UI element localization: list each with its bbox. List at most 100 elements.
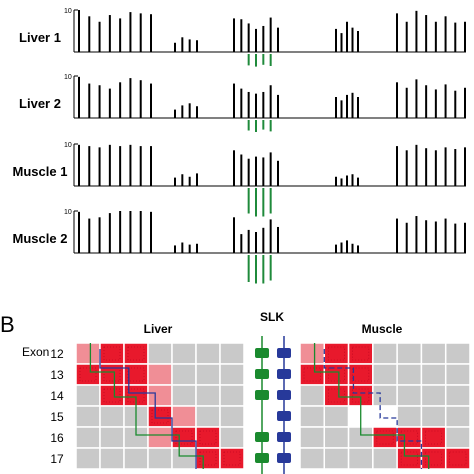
heatmap-cell (99, 405, 125, 428)
green-exon-block (255, 453, 269, 463)
exon-label: 17 (50, 452, 64, 466)
heatmap-cell (372, 405, 398, 428)
heatmap-cell (396, 426, 423, 449)
heatmap-cell (372, 426, 398, 449)
heatmap-cell (99, 384, 125, 407)
exon-label: 16 (50, 431, 64, 445)
muscle-heatmap (299, 342, 471, 470)
heatmap-cell (372, 363, 398, 386)
heatmap-cell (420, 447, 447, 470)
heatmap-cell (420, 405, 447, 428)
heatmap-cell (219, 342, 245, 365)
heatmap-cell (420, 384, 447, 407)
heatmap-cell (219, 363, 245, 386)
heatmap-cell (347, 447, 374, 470)
heatmap-cell (444, 342, 471, 365)
heatmap-cell (420, 426, 447, 449)
slk-gene-model (255, 336, 291, 474)
heatmap-cell (372, 384, 398, 407)
heatmap-cell (171, 447, 197, 470)
heatmap-cell (75, 384, 101, 407)
heatmap-cell (444, 405, 471, 428)
heatmap-cell (75, 447, 101, 470)
heatmap-cell (323, 342, 350, 365)
heatmap-cell (99, 342, 125, 365)
heatmap-cell (147, 384, 173, 407)
heatmap-cell (444, 447, 471, 470)
track-label: Muscle 1 (13, 164, 68, 179)
heatmap-cell (147, 447, 173, 470)
heatmap-cell (219, 384, 245, 407)
heatmap-cell-dots (175, 430, 193, 445)
heatmap-cell (347, 363, 374, 386)
slk-gene-title: SLK (260, 310, 284, 324)
green-exon-block (255, 369, 269, 379)
heatmap-cell (195, 384, 221, 407)
exon-label: 13 (50, 368, 64, 382)
heatmap-cell (171, 405, 197, 428)
heatmap-cell (75, 342, 101, 365)
exon-axis-label: Exon (22, 345, 49, 359)
track-label: Liver 2 (19, 96, 61, 111)
heatmap-cell (171, 426, 197, 449)
heatmap-cell (147, 363, 173, 386)
heatmap-cell (299, 384, 326, 407)
blue-exon-block (277, 369, 291, 379)
heatmap-cell (147, 342, 173, 365)
heatmap-cell (299, 342, 326, 365)
heatmap-cell (219, 405, 245, 428)
heatmap-cell-dots (223, 451, 241, 466)
green-isoform-path (89, 343, 204, 469)
green-isoform-path (313, 343, 430, 469)
heatmap-cell (75, 405, 101, 428)
heatmap-cell (147, 426, 173, 449)
heatmap-cell (147, 405, 173, 428)
heatmap-cell-dots (199, 430, 217, 445)
heatmap-cell (195, 342, 221, 365)
heatmap-cell (444, 426, 471, 449)
heatmap-cell (420, 342, 447, 365)
green-exon-block (255, 390, 269, 400)
heatmap-cell (171, 384, 197, 407)
heatmap-cell (396, 342, 423, 365)
heatmap-cell (75, 426, 101, 449)
heatmap-cell (195, 405, 221, 428)
green-exon-block (255, 432, 269, 442)
heatmap-cell (323, 384, 350, 407)
track-ymax-label: 10 (64, 142, 72, 149)
exon-label: 15 (50, 410, 64, 424)
heatmap-cell (396, 363, 423, 386)
heatmap-cell (195, 426, 221, 449)
heatmap-cell-dots (151, 409, 169, 424)
heatmap-cell (372, 447, 398, 470)
heatmap-cell (299, 426, 326, 449)
heatmap-cell (195, 363, 221, 386)
heatmap-cell (323, 405, 350, 428)
blue-exon-block (277, 411, 291, 421)
exon-labels: 12 13 14 15 16 17 (50, 347, 64, 466)
heatmap-cell-dots (127, 346, 145, 361)
green-exon-block (255, 348, 269, 358)
heatmap-cell (99, 447, 125, 470)
heatmap-cell (123, 447, 149, 470)
heatmap-cell (420, 363, 447, 386)
heatmap-cell-dots (103, 346, 121, 361)
heatmap-cell (299, 447, 326, 470)
blue-exon-block (277, 432, 291, 442)
blue-exon-block (277, 453, 291, 463)
heatmap-cell (299, 405, 326, 428)
heatmap-cell (396, 447, 423, 470)
heatmap-cell (123, 363, 149, 386)
heatmap-cell (444, 384, 471, 407)
heatmap-cell (219, 426, 245, 449)
blue-isoform-path (323, 349, 423, 469)
heatmap-cell (323, 426, 350, 449)
heatmap-cell (323, 363, 350, 386)
track-label: Muscle 2 (13, 231, 68, 246)
track-ymax-label: 10 (64, 8, 72, 15)
heatmap-cell (396, 384, 423, 407)
heatmap-cell (219, 447, 245, 470)
panel-b-letter: B (0, 312, 15, 337)
heatmap-cell (299, 363, 326, 386)
blue-exon-block (277, 390, 291, 400)
